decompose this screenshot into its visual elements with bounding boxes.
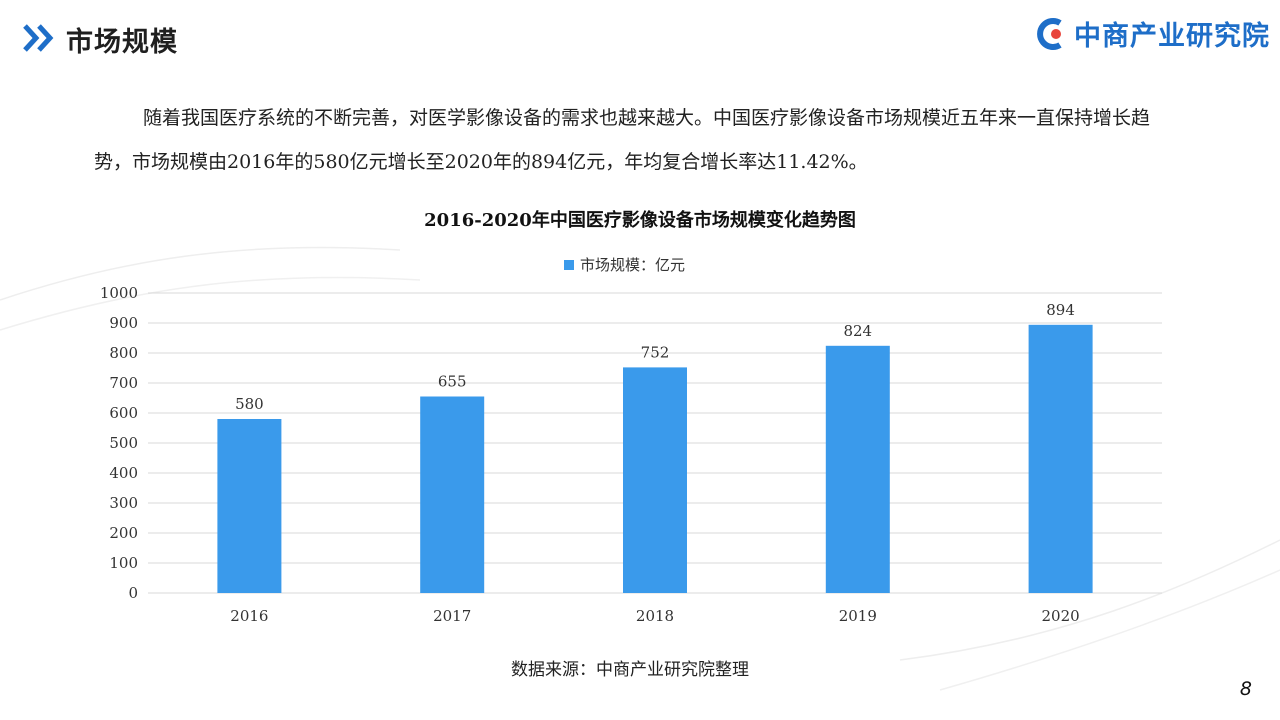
data-label: 655 bbox=[438, 373, 467, 391]
page-title: 市场规模 bbox=[66, 27, 178, 58]
y-tick-label: 700 bbox=[109, 374, 138, 392]
logo: 中商产业研究院 bbox=[1036, 14, 1270, 53]
data-label: 752 bbox=[641, 343, 670, 361]
legend-label: 市场规模：亿元 bbox=[580, 256, 686, 274]
x-tick-label: 2020 bbox=[1042, 607, 1080, 625]
y-tick-label: 0 bbox=[128, 584, 138, 602]
x-tick-label: 2016 bbox=[230, 607, 268, 625]
page-number: 8 bbox=[1239, 678, 1252, 700]
y-tick-label: 900 bbox=[109, 314, 138, 332]
y-tick-label: 1000 bbox=[100, 284, 138, 302]
y-tick-label: 400 bbox=[109, 464, 138, 482]
y-tick-label: 800 bbox=[109, 344, 138, 362]
y-tick-label: 500 bbox=[109, 434, 138, 452]
bar bbox=[1028, 324, 1093, 593]
chart-title: 2016-2020年中国医疗影像设备市场规模变化趋势图 bbox=[424, 210, 856, 231]
data-label: 580 bbox=[235, 395, 264, 413]
bar bbox=[825, 345, 890, 593]
y-tick-label: 300 bbox=[109, 494, 138, 512]
bar bbox=[420, 396, 485, 593]
x-tick-label: 2018 bbox=[636, 607, 674, 625]
header: 市场规模 中商产业研究院 bbox=[0, 0, 1280, 70]
y-tick-label: 600 bbox=[109, 404, 138, 422]
chart-legend: 市场规模：亿元 bbox=[564, 254, 685, 275]
intro-paragraph: 随着我国医疗系统的不断完善，对医学影像设备的需求也越来越大。中国医疗影像设备市场… bbox=[94, 107, 1151, 173]
legend-swatch bbox=[564, 259, 574, 270]
chevron-right-icon bbox=[23, 24, 54, 52]
data-label: 824 bbox=[843, 322, 872, 340]
data-source: 数据来源：中商产业研究院整理 bbox=[511, 660, 749, 680]
x-tick-label: 2017 bbox=[433, 607, 471, 625]
y-tick-label: 200 bbox=[109, 524, 138, 542]
x-tick-label: 2019 bbox=[839, 607, 877, 625]
y-tick-label: 100 bbox=[109, 554, 138, 572]
logo-icon bbox=[1037, 17, 1062, 50]
bar bbox=[623, 367, 687, 593]
data-label: 894 bbox=[1046, 301, 1075, 319]
logo-text: 中商产业研究院 bbox=[1074, 21, 1270, 52]
bar bbox=[217, 419, 282, 593]
